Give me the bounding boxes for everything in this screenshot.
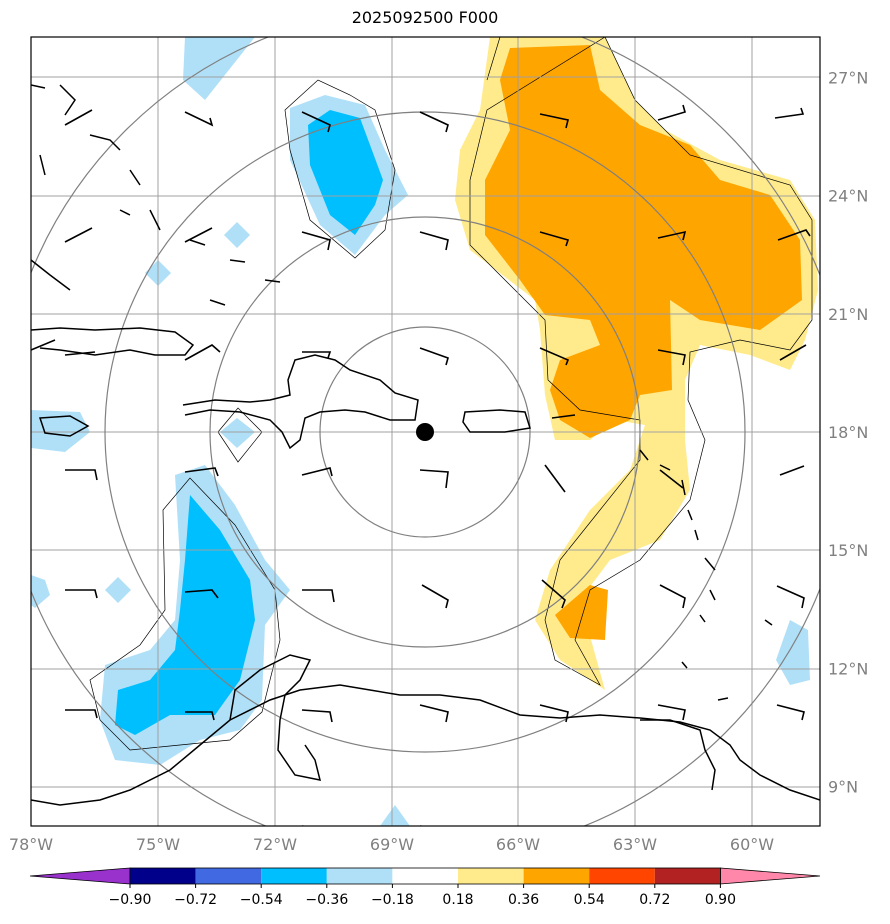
positive-anomaly-orange (485, 45, 802, 438)
negative-anomaly-light-blue-diamond-1 (224, 222, 250, 248)
lon-label-0: 78°W (9, 835, 53, 854)
lat-label-5: 12°N (828, 659, 868, 678)
lat-label-1: 24°N (828, 187, 868, 206)
colorbar-label-2: −0.54 (240, 892, 283, 908)
map-frame (30, 36, 821, 827)
negative-anomaly-light-blue-east (776, 620, 810, 685)
colorbar-outline (129, 867, 721, 885)
negative-anomaly-light-blue-diamond-4 (220, 418, 255, 448)
lon-label-1: 75°W (136, 835, 180, 854)
wind-barbs (64, 104, 811, 826)
lon-label-2: 72°W (253, 835, 297, 854)
negative-anomaly-light-blue-diamond-3 (105, 577, 131, 603)
negative-anomaly-blue-southwest (115, 495, 255, 735)
negative-anomaly-blue-north (308, 110, 383, 235)
lon-label-6: 60°W (730, 835, 774, 854)
colorbar-label-5: 0.18 (442, 892, 473, 908)
lat-label-4: 15°N (828, 541, 868, 560)
colorbar-label-0: −0.90 (109, 892, 152, 908)
colorbar-segment-3 (261, 868, 327, 884)
colorbar-segment-6 (458, 868, 524, 884)
map-field-layer (31, 37, 820, 826)
colorbar-segment-9 (654, 868, 721, 884)
lat-label-0: 27°N (828, 68, 868, 87)
lon-label-3: 69°W (370, 835, 414, 854)
colorbar-segment-5 (392, 868, 458, 884)
lon-label-4: 66°W (496, 835, 540, 854)
coastlines (31, 84, 820, 806)
colorbar-label-8: 0.72 (639, 892, 670, 908)
negative-anomaly-light-blue-west (31, 410, 90, 452)
colorbar-segment-8 (589, 868, 655, 884)
colorbar-label-3: −0.36 (305, 892, 348, 908)
lon-label-5: 63°W (613, 835, 657, 854)
range-rings (31, 37, 820, 826)
negative-anomaly-light-blue-westedge (31, 575, 50, 608)
lat-label-3: 18°N (828, 423, 868, 442)
colorbar-segment-7 (523, 868, 590, 884)
longitude-labels: 78°W 75°W 72°W 69°W 66°W 63°W 60°W (9, 835, 774, 854)
colorbar-label-9: 0.90 (705, 892, 736, 908)
latitude-labels: 27°N 24°N 21°N 18°N 15°N 12°N 9°N (828, 68, 868, 796)
colorbar-segment-1 (130, 868, 196, 884)
lat-label-2: 21°N (828, 305, 868, 324)
negative-anomaly-light-blue-south (380, 805, 410, 826)
colorbar-segment-2 (195, 868, 262, 884)
colorbar-arrow-min (29, 867, 131, 885)
graticule (31, 37, 820, 826)
colorbar-arrow-max (720, 867, 821, 885)
lat-label-6: 9°N (828, 778, 858, 797)
colorbar-label-1: −0.72 (174, 892, 217, 908)
colorbar: −0.90 −0.72 −0.54 −0.36 −0.18 0.18 0.36 0.54 0.7… (29, 867, 821, 908)
colorbar-label-6: 0.36 (508, 892, 539, 908)
colorbar-segment-4 (326, 868, 393, 884)
map-title: 2025092500 F000 (351, 8, 499, 27)
negative-anomaly-light-blue-nw (183, 37, 255, 100)
colorbar-label-7: 0.54 (574, 892, 605, 908)
positive-anomaly-orange-south (555, 585, 608, 640)
storm-center-marker (416, 423, 434, 441)
colorbar-label-4: −0.18 (371, 892, 414, 908)
